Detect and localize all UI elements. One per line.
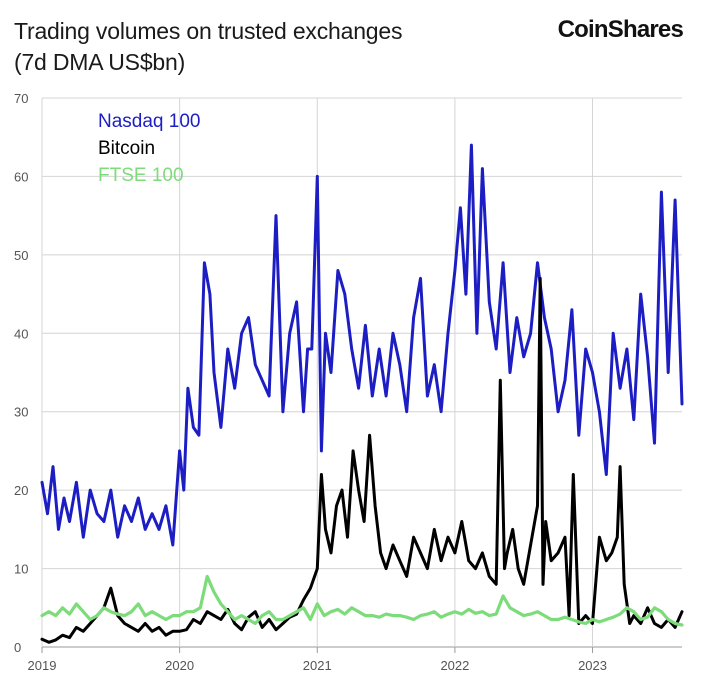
y-tick-label: 20: [14, 483, 28, 498]
x-tick-label: 2023: [578, 658, 607, 673]
x-tick-label: 2020: [165, 658, 194, 673]
y-tick-label: 50: [14, 248, 28, 263]
brand-logo: CoinShares: [557, 16, 684, 43]
chart-title-line-1: Trading volumes on trusted exchanges: [14, 18, 403, 44]
y-tick-label: 0: [14, 640, 21, 655]
series-lines: [40, 143, 684, 644]
chart-title: Trading volumes on trusted exchanges (7d…: [14, 16, 402, 78]
chart-title-line-2: (7d DMA US$bn): [14, 49, 186, 75]
legend-item: Bitcoin: [98, 138, 155, 159]
y-tick-label: 70: [14, 91, 28, 106]
x-tick-label: 2022: [440, 658, 469, 673]
series-line-ftse-100: [40, 574, 684, 627]
legend-item: Nasdaq 100: [98, 111, 200, 132]
y-tick-label: 10: [14, 562, 28, 577]
y-tick-label: 40: [14, 326, 28, 341]
y-tick-label: 30: [14, 405, 28, 420]
x-tick-label: 2019: [28, 658, 57, 673]
series-line-nasdaq-100: [40, 143, 684, 547]
x-tick-label: 2021: [303, 658, 332, 673]
legend: Nasdaq 100 Bitcoin FTSE 100: [98, 111, 200, 186]
y-tick-label: 60: [14, 169, 28, 184]
series-line-bitcoin: [40, 276, 684, 644]
legend-item: FTSE 100: [98, 165, 184, 186]
